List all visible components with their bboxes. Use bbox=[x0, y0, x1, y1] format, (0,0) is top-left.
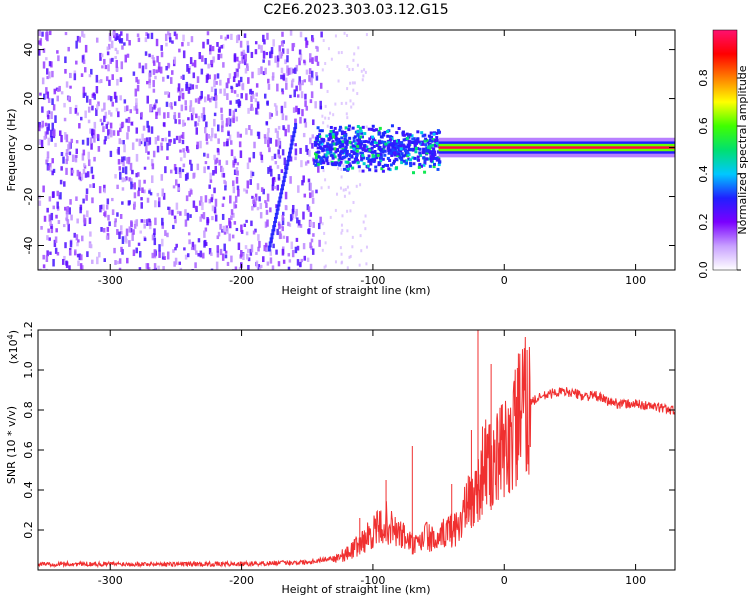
spectrogram-region-diagonal-streak bbox=[267, 123, 298, 252]
snr-y-tick-label: 0.4 bbox=[22, 481, 35, 499]
colorbar-ticks: 0.0 0.2 0.4 0.6 0.8 bbox=[697, 69, 741, 279]
colorbar-scale bbox=[712, 29, 738, 271]
snr-series-line bbox=[37, 336, 676, 569]
snr-y-ticks: 0.2 0.4 0.6 0.8 1.0 1.2 bbox=[22, 321, 675, 539]
snr-x-axis-label: Height of straight line (km) bbox=[281, 583, 430, 596]
snr-multiplier-base: (x10 bbox=[7, 339, 20, 364]
snr-x-tick-label: 0 bbox=[501, 574, 508, 587]
spectrogram-region-onset-cloud bbox=[313, 124, 442, 175]
snr-y-tick-label: 0.2 bbox=[22, 521, 35, 539]
snr-marks bbox=[37, 330, 676, 569]
spectrogram-y-ticks: -40 -20 0 20 40 bbox=[22, 43, 675, 255]
spectrogram-x-axis-label: Height of straight line (km) bbox=[281, 284, 430, 297]
snr-x-ticks: -300 -200 -100 0 100 bbox=[98, 330, 646, 587]
snr-x-tick-label: -200 bbox=[229, 574, 254, 587]
snr-chart: -300 -200 -100 0 100 0.2 0.4 0.6 0.8 1.0 1.2 Heig… bbox=[5, 321, 676, 596]
spectrogram-y-axis-label: Frequency (Hz) bbox=[5, 109, 18, 192]
colorbar-label: Normalized spectral amplitude bbox=[736, 65, 749, 234]
snr-multiplier-exponent: 4 bbox=[6, 334, 15, 339]
snr-y-tick-label: 1.2 bbox=[22, 321, 35, 339]
snr-x-tick-label: -100 bbox=[360, 574, 385, 587]
snr-background bbox=[38, 330, 675, 570]
spectrogram-y-tick-label: -40 bbox=[22, 237, 35, 255]
spectrogram-x-tick-label: 100 bbox=[625, 274, 646, 287]
spectrogram-x-tick-label: -300 bbox=[98, 274, 123, 287]
spectrogram-region-carrier bbox=[438, 137, 675, 158]
snr-multiplier-close: ) bbox=[7, 330, 20, 334]
colorbar-tick-label: 0.6 bbox=[697, 117, 710, 135]
colorbar-tick-label: 0.4 bbox=[697, 165, 710, 183]
spectrogram-y-tick-label: -20 bbox=[22, 188, 35, 206]
spectrogram-region-noise bbox=[38, 30, 368, 270]
snr-y-axis-label: SNR (10 * v/v) bbox=[5, 406, 18, 484]
figure-title: C2E6.2023.303.03.12.G15 bbox=[263, 2, 448, 18]
spectrogram-x-tick-label: -200 bbox=[229, 274, 254, 287]
spectrogram-x-ticks: -300 -200 -100 0 100 bbox=[98, 30, 646, 287]
spectrogram-marks bbox=[38, 30, 675, 270]
spectrogram-x-tick-label: -100 bbox=[360, 274, 385, 287]
colorbar-tick-label: 0.8 bbox=[697, 69, 710, 87]
spectrogram-y-tick-label: 0 bbox=[22, 144, 35, 151]
spectrogram-x-tick-label: 0 bbox=[501, 274, 508, 287]
svg-text:(x104): (x104) bbox=[6, 330, 20, 364]
snr-y-tick-label: 1.0 bbox=[22, 361, 35, 379]
snr-y-tick-label: 0.8 bbox=[22, 401, 35, 419]
spectrogram-y-tick-label: 20 bbox=[22, 92, 35, 106]
snr-x-tick-label: 100 bbox=[625, 574, 646, 587]
colorbar-tick-label: 0.2 bbox=[697, 213, 710, 231]
colorbar: 0.0 0.2 0.4 0.6 0.8 Normalized spectral ampl… bbox=[697, 29, 749, 279]
spectrogram-y-tick-label: 40 bbox=[22, 43, 35, 57]
snr-multiplier: (x104) bbox=[6, 330, 20, 364]
snr-x-tick-label: -300 bbox=[98, 574, 123, 587]
colorbar-tick-label: 0.0 bbox=[697, 261, 710, 279]
spectrogram-frame bbox=[37, 29, 676, 271]
snr-y-tick-label: 0.6 bbox=[22, 441, 35, 459]
